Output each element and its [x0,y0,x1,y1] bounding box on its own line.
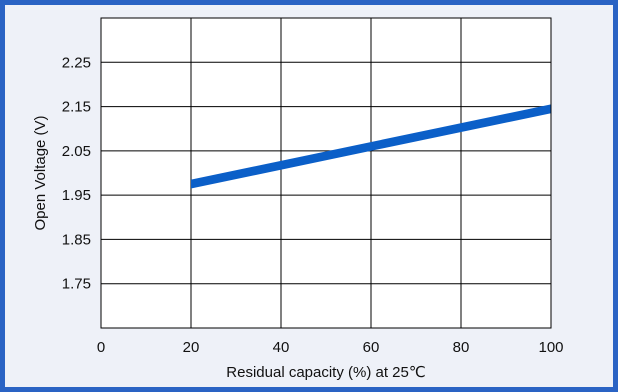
x-axis-label: Residual capacity (%) at 25℃ [226,364,425,381]
y-tick-label: 1.85 [62,231,91,248]
x-tick-label: 40 [273,339,290,356]
x-tick-label: 80 [453,339,470,356]
voltage-chart: 0 20 40 60 80 100 1.75 1.85 1.95 2.05 2.15 2.25 Re… [32,17,564,381]
y-axis-label: Open Voltage (V) [32,115,49,230]
plot-border [100,17,552,329]
plot-area [101,18,551,328]
chart-panel: 0 20 40 60 80 100 1.75 1.85 1.95 2.05 2.15 2.25 Re… [5,5,613,387]
grid-lines [101,18,551,328]
y-tick-label: 2.25 [62,54,91,71]
x-tick-labels: 0 20 40 60 80 100 [97,339,564,356]
y-tick-label: 1.95 [62,187,91,204]
y-tick-label: 2.15 [62,99,91,116]
x-tick-label: 20 [183,339,200,356]
voltage-band [191,104,551,189]
x-tick-label: 100 [538,339,563,356]
y-tick-label: 1.75 [62,276,91,293]
x-tick-label: 60 [363,339,380,356]
y-tick-labels: 1.75 1.85 1.95 2.05 2.15 2.25 [62,54,91,292]
y-tick-label: 2.05 [62,143,91,160]
x-tick-label: 0 [97,339,105,356]
